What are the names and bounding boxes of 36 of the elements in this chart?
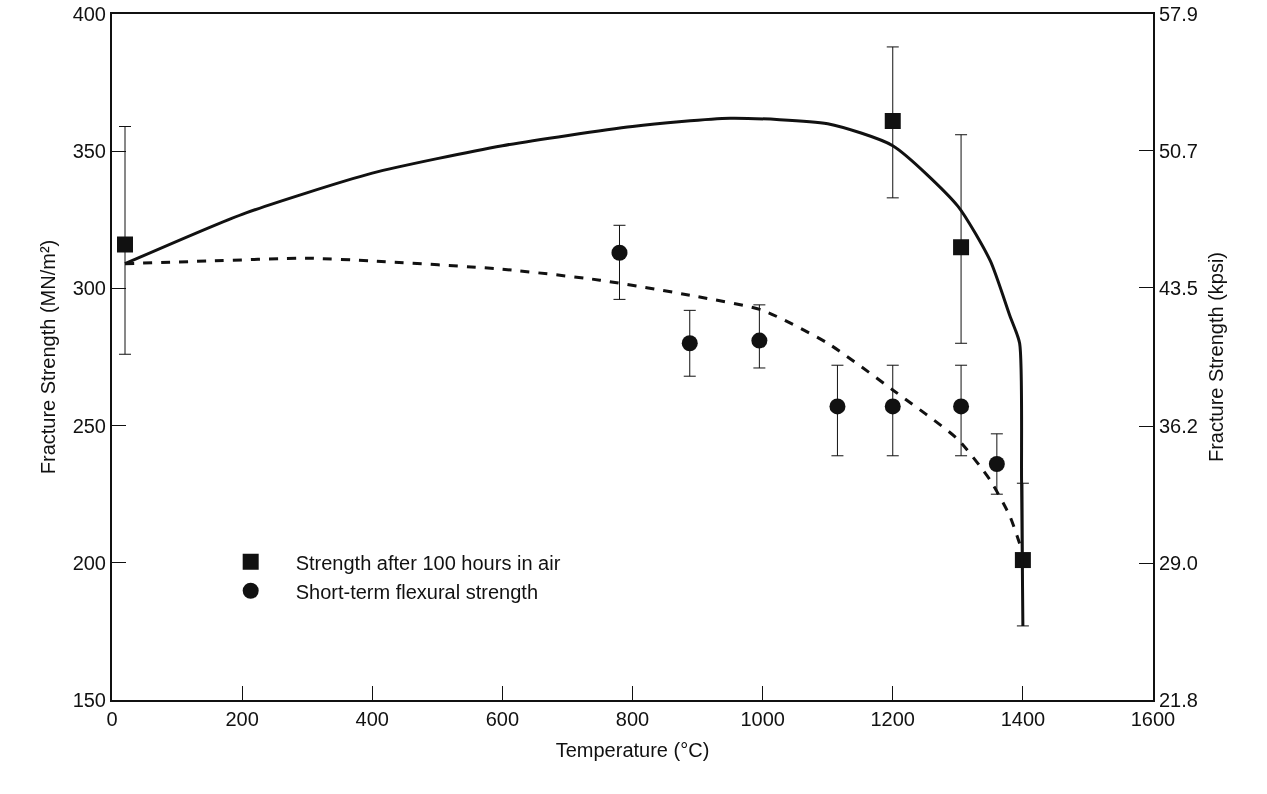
point (829, 398, 846, 415)
x-tick-label: 200 (225, 708, 259, 730)
y-tick-label: 200 (72, 551, 106, 574)
y-tick-label: 400 (72, 3, 106, 25)
y2-axis-title: Fracture Strength (kpsi) (1204, 251, 1227, 463)
y2-tick-label: 50.7 (1159, 139, 1198, 162)
point (681, 335, 698, 352)
x-tick-label: 1200 (870, 708, 915, 730)
legend-label: Strength after 100 hours in air (295, 551, 561, 574)
x-tick-label: 600 (485, 708, 520, 730)
y-tick-label: 150 (72, 689, 106, 711)
y-tick-label: 350 (72, 140, 106, 163)
x-tick-label: 1000 (740, 708, 785, 730)
y2-tick-label: 21.8 (1159, 689, 1198, 711)
point (884, 113, 901, 130)
y2-tick-label: 43.5 (1159, 276, 1198, 299)
y2-tick-label: 57.9 (1159, 3, 1198, 25)
x-tick-label: 0 (106, 708, 118, 730)
x-tick-label: 1400 (1000, 708, 1046, 730)
point (953, 398, 970, 415)
x-tick-label: 1600 (1130, 708, 1176, 730)
point (884, 398, 901, 415)
y-tick-label: 300 (72, 277, 106, 300)
point (117, 236, 134, 253)
x-tick-label: 400 (355, 708, 389, 730)
point (953, 239, 970, 256)
y2-tick-label: 29.0 (1159, 552, 1198, 575)
x-axis-title: Temperature (°C) (555, 739, 710, 761)
point (611, 244, 628, 261)
y-axis-title: Fracture Strength (MN/m²) (36, 239, 59, 475)
y2-tick-label: 36.2 (1159, 415, 1198, 438)
x-tick-label: 800 (615, 708, 650, 730)
point (751, 332, 768, 349)
y-tick-label: 250 (72, 414, 106, 437)
legend-label: Short-term flexural strength (295, 580, 539, 603)
point (988, 456, 1005, 473)
